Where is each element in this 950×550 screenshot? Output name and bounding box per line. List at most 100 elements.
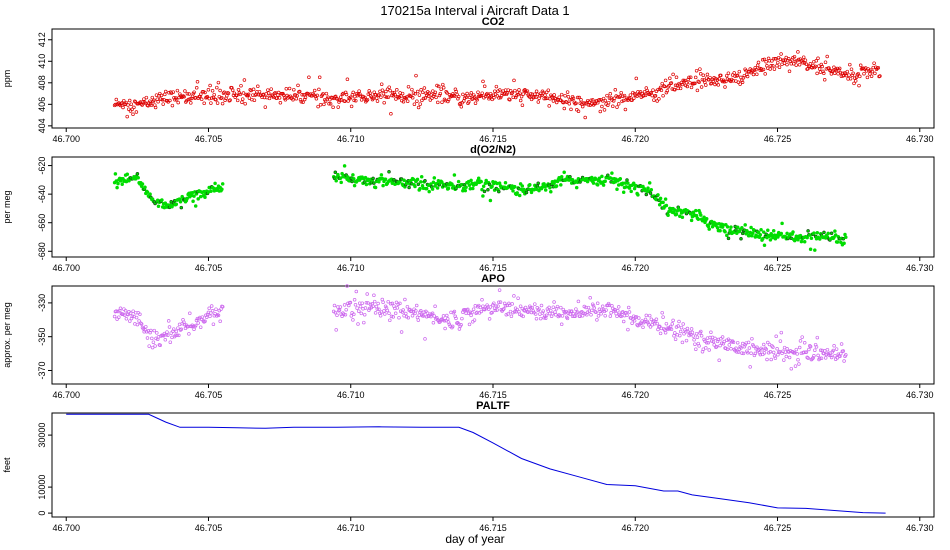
data-point (680, 215, 685, 220)
data-point (413, 92, 417, 96)
data-point (734, 228, 738, 232)
data-point (780, 221, 784, 226)
data-point (420, 98, 424, 103)
data-point (445, 313, 449, 318)
data-point (228, 98, 232, 102)
data-point (399, 330, 404, 334)
data-point (334, 328, 338, 332)
data-point (418, 186, 422, 191)
data-point (742, 344, 747, 349)
data-point (323, 99, 328, 103)
data-point (154, 336, 158, 341)
data-point (421, 314, 426, 318)
data-point (600, 104, 604, 109)
data-point (787, 69, 792, 74)
data-point (787, 355, 792, 360)
data-point (567, 102, 572, 106)
data-point (726, 71, 731, 75)
data-point (688, 212, 693, 216)
data-point (399, 94, 403, 98)
data-point (202, 101, 206, 106)
data-point (869, 74, 874, 78)
data-point (743, 223, 747, 227)
data-point (386, 95, 391, 99)
data-point (356, 322, 360, 326)
data-point (480, 91, 484, 95)
data-point (529, 97, 534, 102)
data-point (403, 95, 407, 100)
y-tick-label: -330 (37, 294, 47, 312)
data-point (338, 95, 343, 99)
scatter-series (112, 50, 882, 120)
data-point (643, 93, 648, 98)
data-point (677, 319, 681, 324)
data-point (480, 187, 484, 192)
data-point (189, 101, 193, 105)
data-point (673, 337, 678, 341)
data-point (589, 98, 593, 103)
data-point (649, 188, 654, 192)
data-point (780, 351, 784, 356)
data-point (401, 308, 405, 312)
data-point (533, 302, 537, 306)
data-point (779, 52, 783, 56)
data-point (163, 89, 168, 94)
data-point (841, 349, 846, 353)
data-point (192, 194, 196, 198)
data-point (446, 99, 450, 104)
data-point (385, 308, 390, 313)
data-point (791, 230, 795, 234)
data-point (294, 96, 299, 101)
data-point (208, 314, 212, 319)
data-point (357, 89, 361, 93)
data-point (232, 91, 237, 95)
data-point (644, 192, 649, 197)
data-point (392, 90, 397, 95)
data-point (691, 334, 696, 338)
data-point (759, 228, 763, 232)
data-point (331, 105, 335, 110)
data-point (137, 319, 141, 323)
data-point (454, 316, 458, 321)
data-point (825, 347, 830, 352)
data-point (348, 95, 353, 100)
data-point (213, 181, 217, 186)
data-point (351, 90, 355, 95)
data-point (128, 311, 133, 315)
data-point (718, 228, 722, 233)
data-point (203, 319, 207, 324)
data-point (431, 180, 436, 185)
data-point (327, 102, 331, 106)
data-point (187, 92, 191, 96)
data-point (182, 322, 187, 327)
data-point (364, 301, 369, 305)
data-point (497, 96, 501, 100)
data-point (316, 104, 320, 109)
data-point (179, 205, 184, 210)
data-point (555, 304, 560, 309)
data-point (144, 95, 149, 100)
panel-title: d(O2/N2) (470, 144, 516, 156)
data-point (647, 181, 652, 185)
data-point (122, 98, 126, 103)
data-point (382, 100, 386, 105)
data-point (112, 314, 117, 319)
data-point (779, 330, 784, 335)
data-point (543, 314, 547, 318)
data-point (121, 105, 125, 110)
x-tick-label: 46.710 (337, 523, 365, 533)
data-point (422, 310, 426, 314)
data-point (574, 311, 579, 315)
data-point (429, 314, 433, 319)
panel-title: CO2 (482, 16, 505, 28)
data-point (431, 321, 436, 325)
data-point (813, 64, 818, 69)
data-point (632, 96, 636, 100)
data-point (381, 183, 385, 188)
data-point (326, 95, 330, 100)
data-point (419, 88, 423, 92)
data-point (263, 105, 268, 109)
data-point (534, 89, 539, 94)
data-point (230, 88, 235, 92)
data-point (571, 96, 576, 100)
